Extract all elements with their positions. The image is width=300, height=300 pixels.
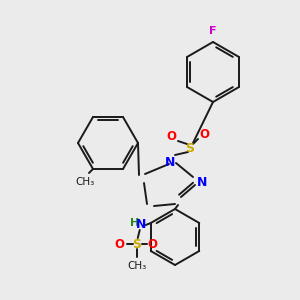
- Text: N: N: [197, 176, 207, 188]
- Text: O: O: [115, 238, 125, 250]
- Text: S: S: [185, 142, 194, 154]
- Text: N: N: [136, 218, 146, 230]
- Text: O: O: [166, 130, 176, 143]
- Text: S: S: [132, 238, 141, 250]
- Text: N: N: [165, 155, 175, 169]
- Text: O: O: [199, 128, 209, 140]
- Text: CH₃: CH₃: [127, 261, 146, 271]
- Text: F: F: [209, 26, 217, 36]
- Text: O: O: [148, 238, 158, 250]
- Text: CH₃: CH₃: [75, 177, 94, 187]
- Text: H: H: [130, 218, 140, 228]
